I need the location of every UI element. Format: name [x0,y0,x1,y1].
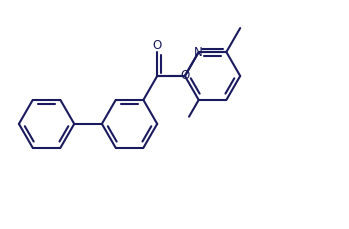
Text: N: N [194,46,203,59]
Text: O: O [180,69,190,82]
Text: O: O [153,39,162,52]
